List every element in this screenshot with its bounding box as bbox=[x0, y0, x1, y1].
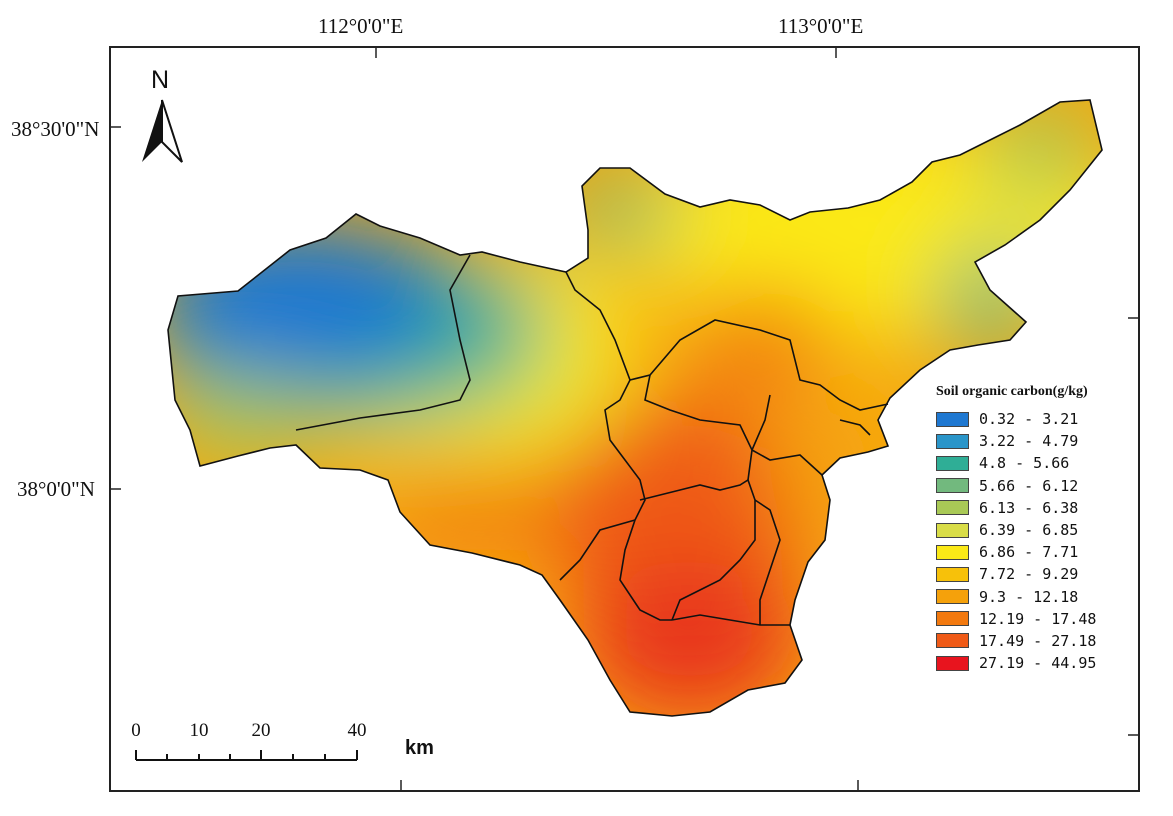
legend-swatch bbox=[936, 500, 969, 516]
legend-item: 27.19 - 44.95 bbox=[936, 652, 1135, 674]
legend-item: 5.66 - 6.12 bbox=[936, 475, 1135, 497]
legend-swatch bbox=[936, 633, 969, 649]
map-frame bbox=[109, 46, 1140, 792]
legend-label: 4.8 - 5.66 bbox=[979, 454, 1070, 473]
legend-swatch bbox=[936, 589, 969, 605]
legend-item: 7.72 - 9.29 bbox=[936, 563, 1135, 585]
scale-unit: km bbox=[405, 737, 434, 759]
legend-swatch bbox=[936, 522, 969, 538]
graticule-ticks bbox=[109, 46, 1140, 792]
latitude-label-38-30: 38°30'0"N bbox=[11, 117, 100, 141]
legend-swatch bbox=[936, 455, 969, 471]
legend-item: 0.32 - 3.21 bbox=[936, 408, 1135, 430]
legend-label: 6.86 - 7.71 bbox=[979, 543, 1079, 562]
legend-swatch bbox=[936, 566, 969, 582]
legend-item: 17.49 - 27.18 bbox=[936, 630, 1135, 652]
legend-item: 6.86 - 7.71 bbox=[936, 541, 1135, 563]
legend-label: 6.39 - 6.85 bbox=[979, 521, 1079, 540]
district-boundaries bbox=[167, 99, 1103, 717]
legend-item: 3.22 - 4.79 bbox=[936, 430, 1135, 452]
latitude-label-38-00: 38°0'0"N bbox=[17, 477, 95, 501]
scale-label-10: 10 bbox=[189, 720, 209, 741]
legend-label: 17.49 - 27.18 bbox=[979, 631, 1097, 650]
legend-label: 9.3 - 12.18 bbox=[979, 587, 1079, 606]
north-label: N bbox=[151, 66, 170, 94]
scale-label-0: 0 bbox=[131, 720, 141, 741]
legend-label: 6.13 - 6.38 bbox=[979, 498, 1079, 517]
legend-item: 6.13 - 6.38 bbox=[936, 497, 1135, 519]
scale-bar-line bbox=[135, 750, 358, 761]
scale-label-40: 40 bbox=[347, 720, 367, 741]
legend-label: 0.32 - 3.21 bbox=[979, 410, 1079, 429]
longitude-label-113: 113°0'0"E bbox=[778, 14, 864, 38]
legend-swatch bbox=[936, 655, 969, 671]
legend-item: 6.39 - 6.85 bbox=[936, 519, 1135, 541]
legend-items: 0.32 - 3.21 3.22 - 4.79 4.8 - 5.66 5.66 - 6… bbox=[930, 408, 1135, 674]
legend-item: 9.3 - 12.18 bbox=[936, 586, 1135, 608]
legend: Soil organic carbon(g/kg) 0.32 - 3.21 3.2… bbox=[930, 384, 1135, 674]
legend-swatch bbox=[936, 478, 969, 494]
north-arrow-icon bbox=[142, 99, 183, 163]
longitude-label-112: 112°0'0"E bbox=[318, 14, 404, 38]
scale-label-20: 20 bbox=[251, 720, 271, 741]
legend-item: 4.8 - 5.66 bbox=[936, 452, 1135, 474]
legend-swatch bbox=[936, 544, 969, 560]
legend-label: 12.19 - 17.48 bbox=[979, 609, 1097, 628]
legend-swatch bbox=[936, 433, 969, 449]
scale-bar: 0 10 20 40 bbox=[131, 720, 367, 765]
legend-title: Soil organic carbon(g/kg) bbox=[936, 384, 1088, 399]
legend-label: 3.22 - 4.79 bbox=[979, 432, 1079, 451]
legend-label: 5.66 - 6.12 bbox=[979, 476, 1079, 495]
legend-swatch bbox=[936, 611, 969, 627]
legend-item: 12.19 - 17.48 bbox=[936, 608, 1135, 630]
legend-swatch bbox=[936, 411, 969, 427]
legend-label: 27.19 - 44.95 bbox=[979, 654, 1097, 673]
legend-label: 7.72 - 9.29 bbox=[979, 565, 1079, 584]
